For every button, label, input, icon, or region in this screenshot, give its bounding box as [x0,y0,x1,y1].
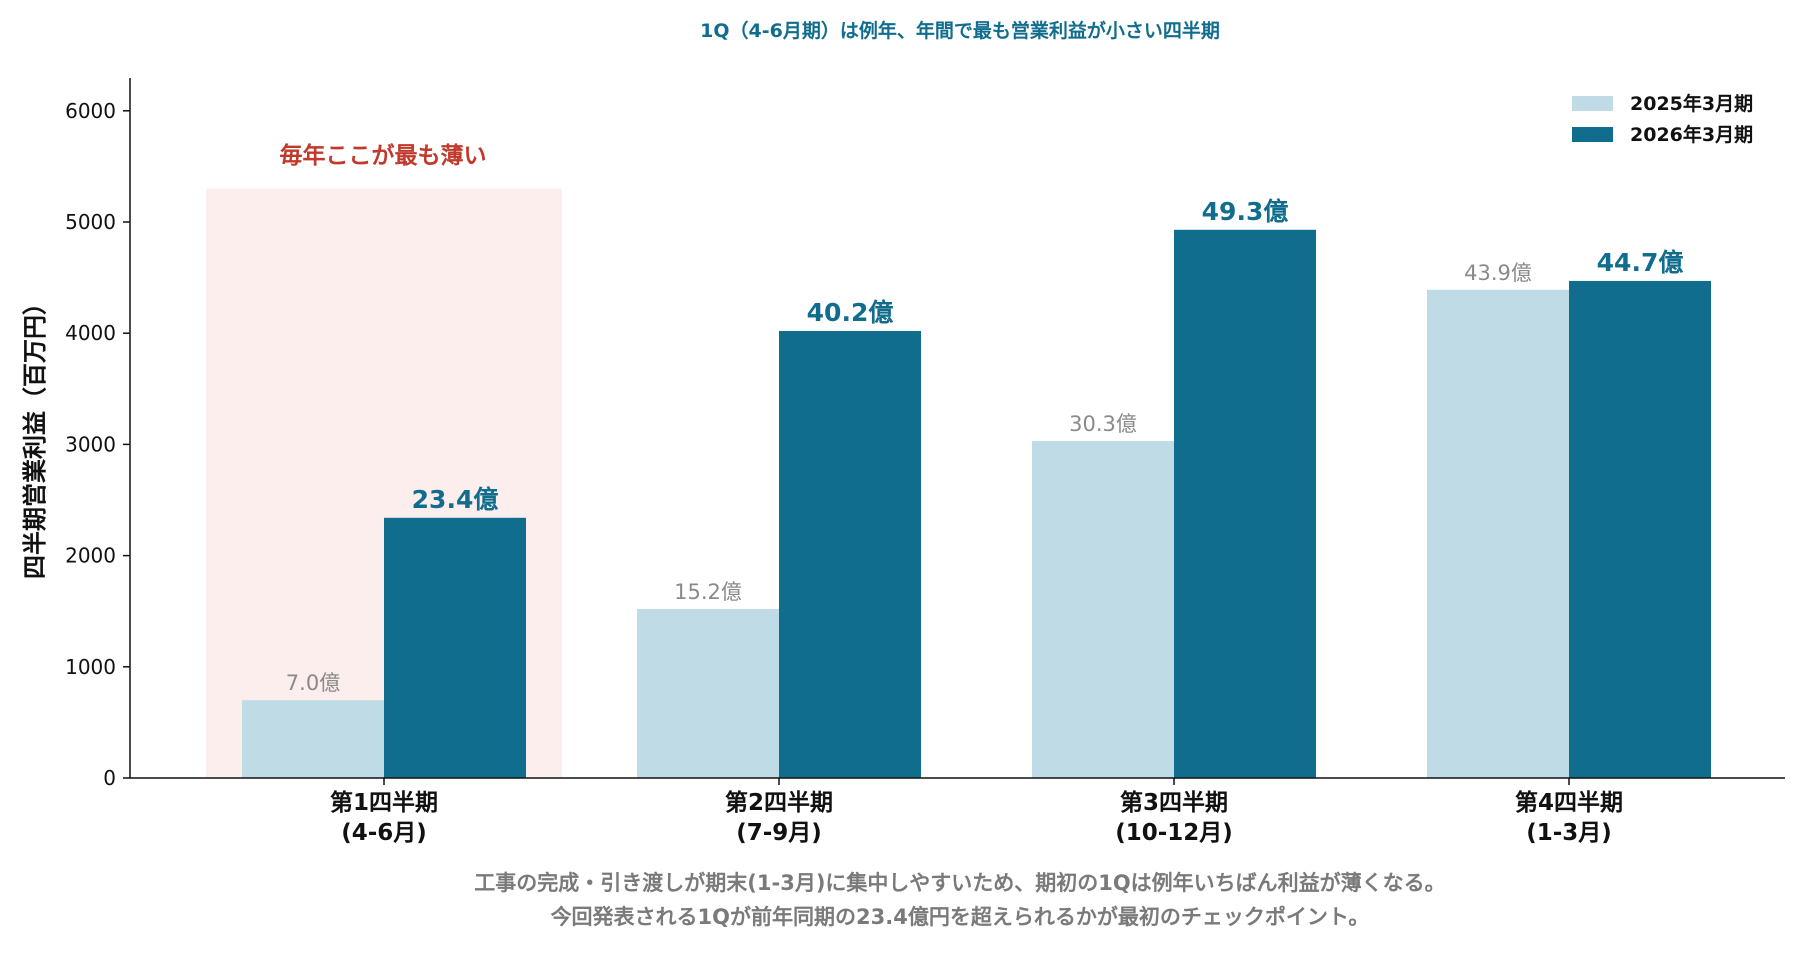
y-axis-label: 四半期営業利益（百万円） [21,291,49,579]
x-tick-label: 第2四半期 [725,789,833,816]
y-tick-label: 2000 [65,544,116,568]
bar-series-a-1 [242,700,384,778]
legend-label-series-a: 2025年3月期 [1630,92,1753,115]
x-tick-label: (7-9月) [736,820,822,846]
y-tick-label: 5000 [65,210,116,234]
data-labels: 7.0億 23.4億 15.2億 40.2億 30.3億 49.3億 43.9億 44.7億 [286,197,1684,695]
legend: 2025年3月期 2026年3月期 [1572,92,1753,146]
bars-layer [242,229,1711,778]
data-label-series-b-2: 40.2億 [807,298,894,327]
x-tick-label: (4-6月) [341,820,427,846]
y-axis: 0 1000 2000 3000 4000 5000 6000 [65,78,131,790]
bar-series-a-4 [1427,289,1569,778]
x-tick-label: 第1四半期 [330,789,438,816]
footer-note-line-2: 今回発表される1Qが前年同期の23.4億円を超えられるかが最初のチェックポイント… [551,905,1370,929]
y-tick-label: 0 [103,766,116,790]
data-label-series-b-3: 49.3億 [1202,197,1289,226]
y-tick-label: 3000 [65,432,116,456]
x-axis: 第1四半期 (4-6月) 第2四半期 (7-9月) 第3四半期 (10-12月) 第4四半期… [130,777,1785,846]
legend-label-series-b: 2026年3月期 [1630,123,1753,146]
data-label-series-b-1: 23.4億 [412,485,499,514]
bar-series-b-4 [1569,280,1711,778]
y-tick-label: 4000 [65,321,116,345]
x-tick-label: 第4四半期 [1515,789,1623,816]
y-tick-label: 6000 [65,99,116,123]
x-tick-label: 第3四半期 [1120,789,1228,816]
bar-series-b-1 [384,517,526,778]
bar-series-a-3 [1032,441,1174,778]
data-label-series-a-3: 30.3億 [1069,412,1137,436]
x-tick-label: (1-3月) [1526,820,1612,846]
bar-series-b-2 [779,330,921,778]
legend-swatch-series-a [1572,96,1613,111]
legend-swatch-series-b [1572,127,1613,142]
chart-title: 1Q（4-6月期）は例年、年間で最も営業利益が小さい四半期 [700,19,1220,42]
footer-note-line-1: 工事の完成・引き渡しが期末(1-3月)に集中しやすいため、期初の1Qは例年いちば… [474,871,1445,895]
data-label-series-a-1: 7.0億 [286,671,340,695]
y-tick-label: 1000 [65,655,116,679]
highlight-annotation: 毎年ここが最も薄い [280,142,487,169]
x-tick-label: (10-12月) [1115,820,1233,846]
data-label-series-a-2: 15.2億 [674,580,742,604]
data-label-series-b-4: 44.7億 [1597,248,1684,277]
data-label-series-a-4: 43.9億 [1464,261,1532,285]
bar-series-a-2 [637,608,779,778]
bar-series-b-3 [1174,229,1316,778]
